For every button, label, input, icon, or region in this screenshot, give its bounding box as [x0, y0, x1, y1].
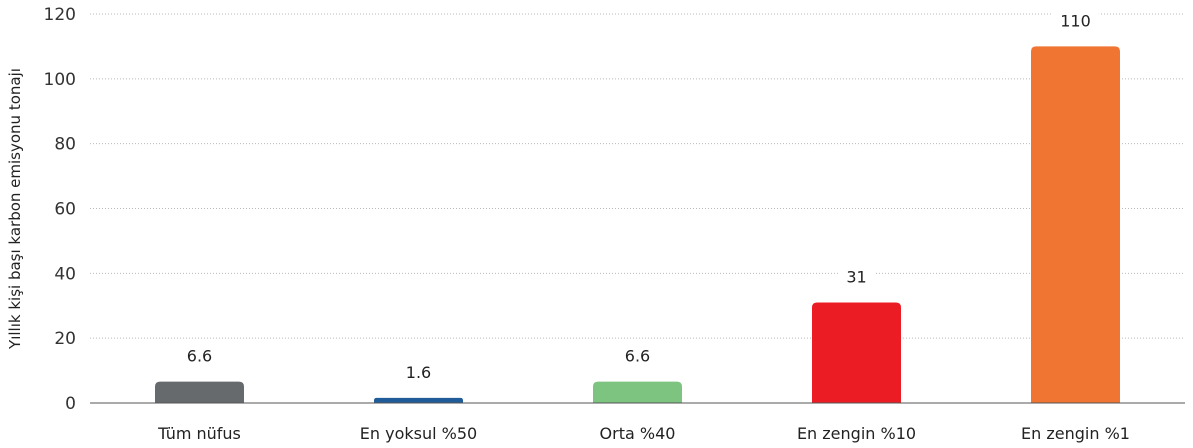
data-label-background — [616, 344, 659, 368]
data-label-2: 1.6 — [406, 363, 431, 382]
data-label-background — [1052, 9, 1099, 33]
data-label-background — [178, 344, 221, 368]
y-axis-ticks: 0 20 40 60 80 100 120 — [44, 5, 76, 414]
y-tick-label: 60 — [54, 200, 76, 220]
x-category-label: En yoksul %50 — [360, 424, 477, 443]
x-category-label: Tüm nüfus — [157, 424, 241, 443]
data-label-4: 31 — [846, 268, 866, 287]
bar-5 — [1031, 46, 1120, 404]
grid-lines — [90, 13, 1185, 339]
y-axis-label: Yıllık kişi başı karbon emisyonu tonajı — [6, 68, 24, 350]
x-axis-categories: Tüm nüfus En yoksul %50 Orta %40 En zengin … — [157, 424, 1130, 443]
data-label-background — [397, 360, 440, 384]
y-tick-label: 100 — [44, 70, 76, 90]
data-label-background — [838, 265, 875, 289]
bar-1 — [155, 381, 244, 403]
bar-4 — [812, 302, 901, 403]
data-labels: 6.6 1.6 6.6 31 110 — [178, 9, 1099, 384]
x-category-label: En zengin %10 — [797, 424, 916, 443]
data-label-3: 6.6 — [625, 347, 650, 366]
data-label-1: 6.6 — [187, 347, 212, 366]
bar-3 — [593, 381, 682, 403]
bars — [155, 46, 1120, 404]
bar-2 — [374, 397, 463, 403]
y-tick-label: 40 — [54, 264, 76, 284]
data-label-5: 110 — [1060, 11, 1091, 30]
y-tick-label: 0 — [65, 394, 76, 414]
y-tick-label: 120 — [44, 5, 76, 25]
y-tick-label: 20 — [54, 329, 76, 349]
y-tick-label: 80 — [54, 135, 76, 155]
x-category-label: En zengin %1 — [1021, 424, 1130, 443]
x-category-label: Orta %40 — [600, 424, 676, 443]
